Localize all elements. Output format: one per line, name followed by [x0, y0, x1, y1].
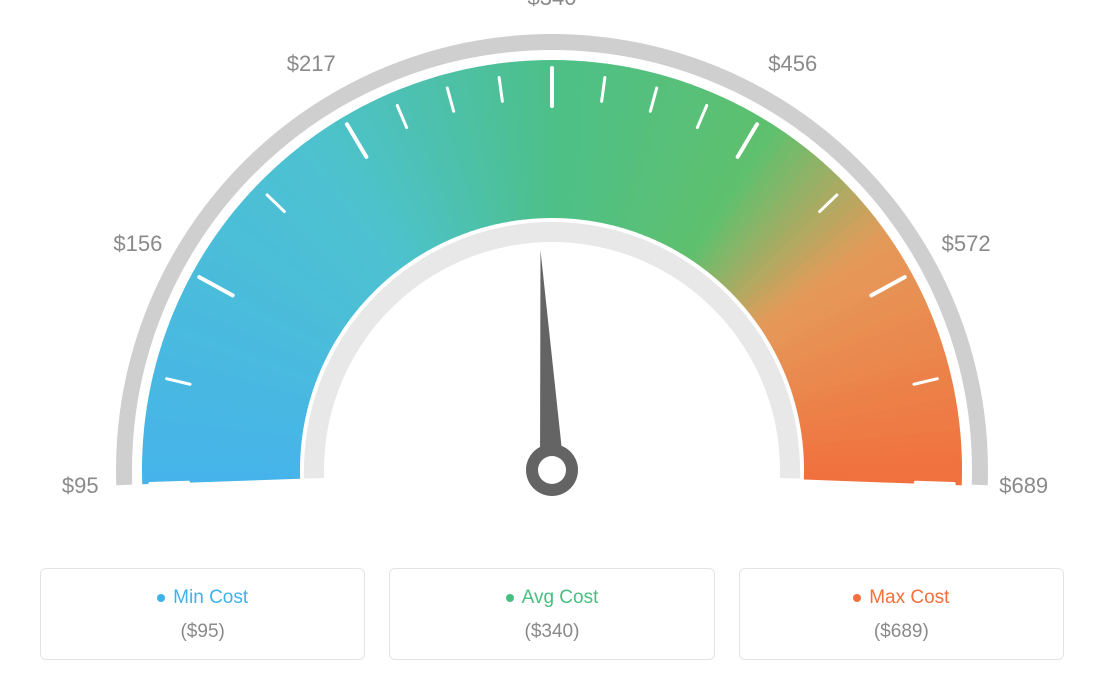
legend-card-avg: Avg Cost ($340) — [389, 568, 714, 660]
legend-card-max: Max Cost ($689) — [739, 568, 1064, 660]
gauge-needle — [540, 250, 564, 470]
legend-title-avg: Avg Cost — [506, 587, 599, 609]
legend-dot-avg — [506, 594, 514, 602]
gauge-tick-label: $340 — [528, 0, 577, 11]
legend-title-text-avg: Avg Cost — [522, 587, 599, 609]
gauge-tick-label: $156 — [113, 231, 162, 257]
legend-value-max: ($689) — [750, 621, 1053, 643]
gauge-tick-label: $572 — [942, 231, 991, 257]
legend-row: Min Cost ($95) Avg Cost ($340) Max Cost … — [40, 568, 1064, 660]
gauge-tick-label: $456 — [768, 51, 817, 77]
gauge-tick-label: $95 — [62, 473, 99, 499]
legend-dot-max — [853, 594, 861, 602]
legend-title-text-min: Min Cost — [173, 587, 248, 609]
gauge-tick — [916, 483, 954, 484]
legend-dot-min — [157, 594, 165, 602]
legend-title-max: Max Cost — [853, 587, 949, 609]
gauge-tick — [150, 483, 188, 484]
legend-title-min: Min Cost — [157, 587, 248, 609]
legend-card-min: Min Cost ($95) — [40, 568, 365, 660]
legend-title-text-max: Max Cost — [869, 587, 949, 609]
gauge-tick-label: $689 — [999, 473, 1048, 499]
gauge-svg — [0, 0, 1104, 560]
legend-value-min: ($95) — [51, 621, 354, 643]
gauge-area: $95 $156 $217 $340 $456 $572 $689 — [0, 0, 1104, 560]
legend-value-avg: ($340) — [400, 621, 703, 643]
gauge-tick-label: $217 — [287, 51, 336, 77]
cost-gauge-infographic: { "gauge": { "type": "gauge", "cx": 552,… — [0, 0, 1104, 690]
